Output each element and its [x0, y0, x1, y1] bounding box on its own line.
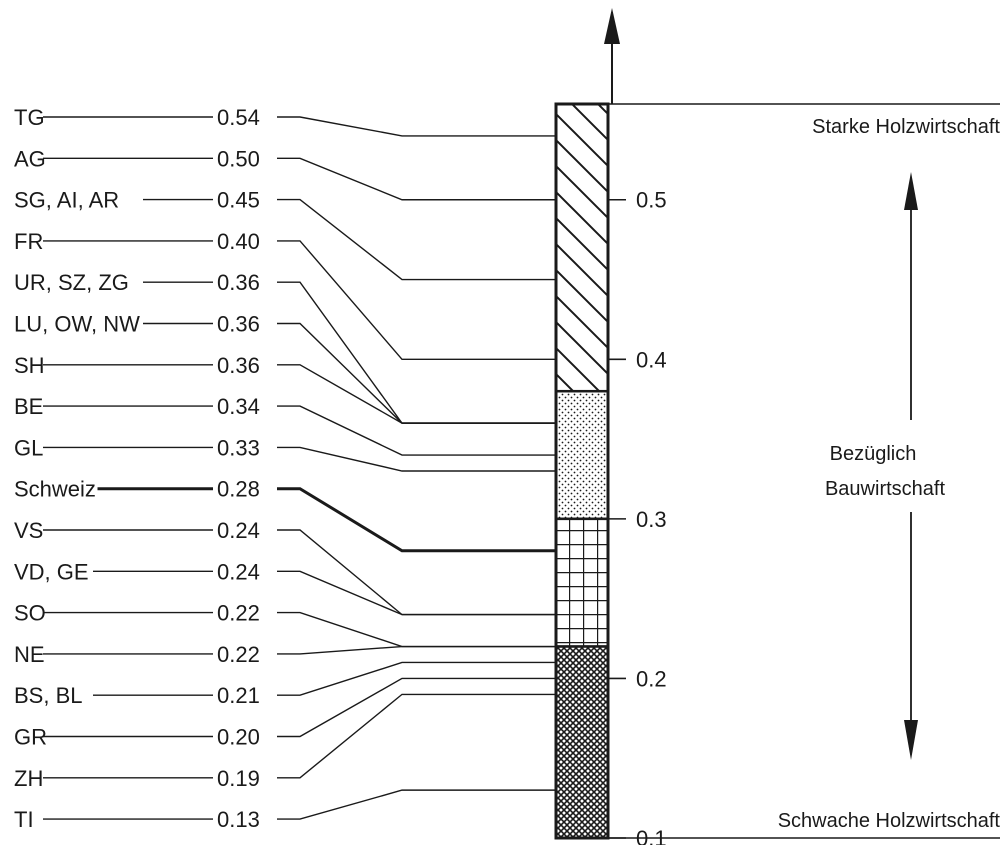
row-label: Schweiz [14, 477, 96, 502]
row-connector [277, 677, 556, 738]
row-value: 0.22 [217, 601, 260, 626]
row-value: 0.22 [217, 642, 260, 667]
row-value: 0.34 [217, 394, 260, 419]
row-connector [277, 281, 556, 424]
rows-layer: TG 0.54 AG 0.50 SG, AI, AR 0.45 FR 0.40 UR, SZ, … [14, 105, 556, 832]
row-value: 0.33 [217, 435, 260, 460]
row-label: BS, BL [14, 683, 82, 708]
row-value: 0.36 [217, 312, 260, 337]
scale-bands [554, 102, 610, 840]
row-label: FR [14, 229, 43, 254]
row-value: 0.36 [217, 353, 260, 378]
scale-frame [554, 102, 610, 840]
row-connector [277, 529, 556, 616]
row-value: 0.50 [217, 146, 260, 171]
row-connector [277, 322, 556, 424]
row-connector [277, 789, 556, 820]
row: TG 0.54 [14, 105, 556, 137]
row-connector [277, 446, 556, 472]
row-connector [277, 693, 556, 779]
tick-label: 0.3 [636, 507, 667, 532]
row: BE 0.34 [14, 394, 556, 456]
scale-band-dots [554, 389, 610, 521]
row: UR, SZ, ZG 0.36 [14, 270, 556, 424]
row-label: NE [14, 642, 45, 667]
row: SH 0.36 [14, 353, 556, 424]
row-connector [277, 364, 556, 424]
row: AG 0.50 [14, 146, 556, 201]
row-label: TG [14, 105, 45, 130]
row-value: 0.54 [217, 105, 260, 130]
row-connector [277, 198, 556, 281]
row-connector [277, 487, 556, 553]
row-connector [277, 645, 556, 655]
row-value: 0.24 [217, 518, 260, 543]
row: ZH 0.19 [14, 693, 556, 791]
row-value: 0.40 [217, 229, 260, 254]
row: SO 0.22 [14, 601, 556, 648]
row-label: ZH [14, 766, 43, 791]
row: VD, GE 0.24 [14, 559, 556, 616]
range-arrow-lower-head [904, 720, 918, 760]
row-label: GL [14, 435, 43, 460]
ticks-layer: 0.5 0.4 0.3 0.2 0.1 [608, 188, 667, 850]
row-label: LU, OW, NW [14, 312, 140, 337]
row-label: UR, SZ, ZG [14, 270, 129, 295]
row: GL 0.33 [14, 435, 556, 472]
row-connector [277, 116, 556, 137]
row: TI 0.13 [14, 789, 556, 832]
annotation-middle-line2: Bauwirtschaft [825, 478, 945, 500]
row: VS 0.24 [14, 518, 556, 616]
annotation-bottom: Schwache Holzwirtschaft [778, 810, 1001, 832]
row-label: SO [14, 601, 46, 626]
row-label: GR [14, 725, 47, 750]
row: NE 0.22 [14, 642, 556, 667]
row-label: AG [14, 146, 46, 171]
row-value: 0.20 [217, 725, 260, 750]
row-label: SG, AI, AR [14, 188, 119, 213]
row-value: 0.45 [217, 188, 260, 213]
row-connector [277, 570, 556, 616]
tick-label: 0.4 [636, 347, 667, 372]
row: FR 0.40 [14, 229, 556, 361]
range-arrow-upper-head [904, 172, 918, 210]
annotation-middle-line1: Bezüglich [830, 443, 917, 465]
annotation-top: Starke Holzwirtschaft [812, 116, 1000, 138]
row-value: 0.13 [217, 807, 260, 832]
tick-label: 0.2 [636, 666, 667, 691]
row-connector [277, 157, 556, 201]
row-label: VS [14, 518, 43, 543]
row-value: 0.24 [217, 559, 260, 584]
axis-arrow-head [604, 8, 620, 44]
row-label: SH [14, 353, 45, 378]
row-label: TI [14, 807, 34, 832]
tick-label: 0.5 [636, 188, 667, 213]
row: SG, AI, AR 0.45 [14, 188, 556, 281]
row-connector [277, 240, 556, 361]
scale-band-diagonal-hatch [554, 102, 610, 393]
row: GR 0.20 [14, 677, 556, 750]
scale-band-crosshatch [554, 645, 610, 840]
row: Schweiz 0.28 [14, 477, 556, 553]
tick-label: 0.1 [636, 826, 667, 845]
row-value: 0.36 [217, 270, 260, 295]
row-label: VD, GE [14, 559, 89, 584]
scale-band-grid [554, 517, 610, 648]
row: LU, OW, NW 0.36 [14, 312, 556, 424]
row: BS, BL 0.21 [14, 661, 556, 708]
row-connector [277, 661, 556, 696]
row-connector [277, 405, 556, 456]
row-connector [277, 611, 556, 648]
row-label: BE [14, 394, 43, 419]
row-value: 0.21 [217, 683, 260, 708]
row-value: 0.28 [217, 477, 260, 502]
row-value: 0.19 [217, 766, 260, 791]
